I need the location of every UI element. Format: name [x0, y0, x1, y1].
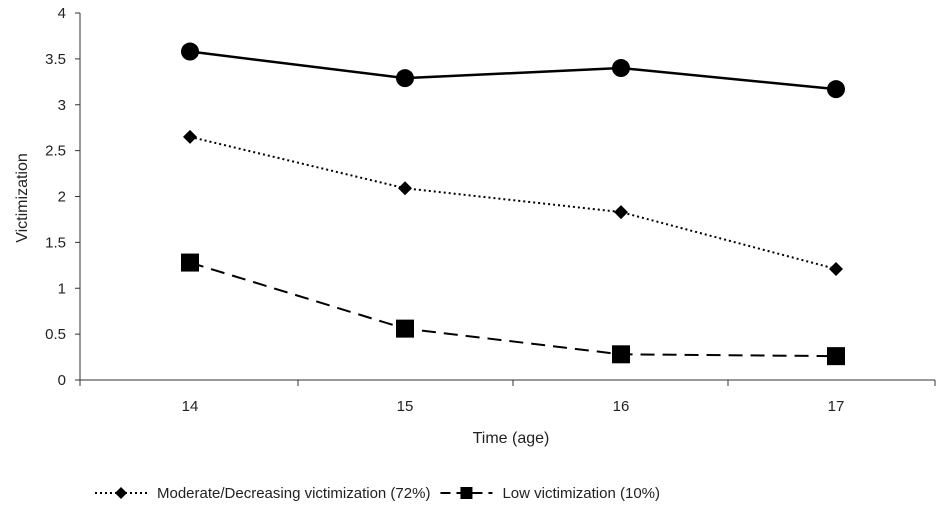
- y-tick-label: 3: [58, 97, 66, 114]
- x-tick-label: 17: [828, 398, 845, 415]
- series-line: [189, 135, 837, 270]
- data-point: [612, 59, 630, 78]
- y-tick-label: 0: [58, 372, 66, 389]
- series-line: [189, 261, 837, 358]
- legend-marker: [460, 487, 473, 499]
- y-axis-ticks: 0 0.5 1 1.5 2 2.5 3 3.5 4: [45, 5, 80, 389]
- x-tick-label: 15: [397, 398, 414, 415]
- legend-marker: [115, 487, 127, 499]
- y-tick-label: 0.5: [45, 326, 66, 343]
- data-point: [829, 261, 843, 276]
- legend: Moderate/Decreasing victimization (72%) L…: [95, 485, 660, 502]
- data-point: [396, 69, 414, 88]
- x-tick-label: 16: [613, 398, 630, 415]
- series-0: [181, 42, 845, 99]
- y-tick-label: 4: [58, 5, 66, 22]
- data-point: [181, 253, 199, 272]
- data-point: [614, 205, 628, 220]
- data-point: [398, 181, 412, 196]
- x-axis-title: Time (age): [473, 430, 550, 447]
- data-point: [396, 319, 414, 338]
- legend-item: Moderate/Decreasing victimization (72%): [95, 485, 430, 502]
- y-axis-title: Victimization: [14, 153, 31, 243]
- legend-item: Low victimization (10%): [440, 485, 660, 502]
- data-point: [827, 80, 845, 99]
- x-axis-ticks: 14 15 16 17: [79, 380, 936, 415]
- y-tick-label: 1: [58, 280, 66, 297]
- data-point: [827, 347, 845, 366]
- y-tick-label: 3.5: [45, 51, 66, 68]
- data-point: [181, 42, 199, 61]
- legend-label: Low victimization (10%): [502, 485, 660, 502]
- series-line: [189, 50, 837, 91]
- x-tick-label: 14: [182, 398, 199, 415]
- y-tick-label: 2.5: [45, 143, 66, 160]
- series-2: [181, 253, 845, 366]
- chart-axes: [79, 13, 935, 381]
- legend-label: Moderate/Decreasing victimization (72%): [157, 485, 430, 502]
- data-point: [183, 129, 197, 144]
- series-1: [183, 129, 843, 276]
- data-point: [612, 345, 630, 364]
- y-tick-label: 2: [58, 189, 66, 206]
- chart-series: [181, 42, 845, 366]
- y-tick-label: 1.5: [45, 234, 66, 251]
